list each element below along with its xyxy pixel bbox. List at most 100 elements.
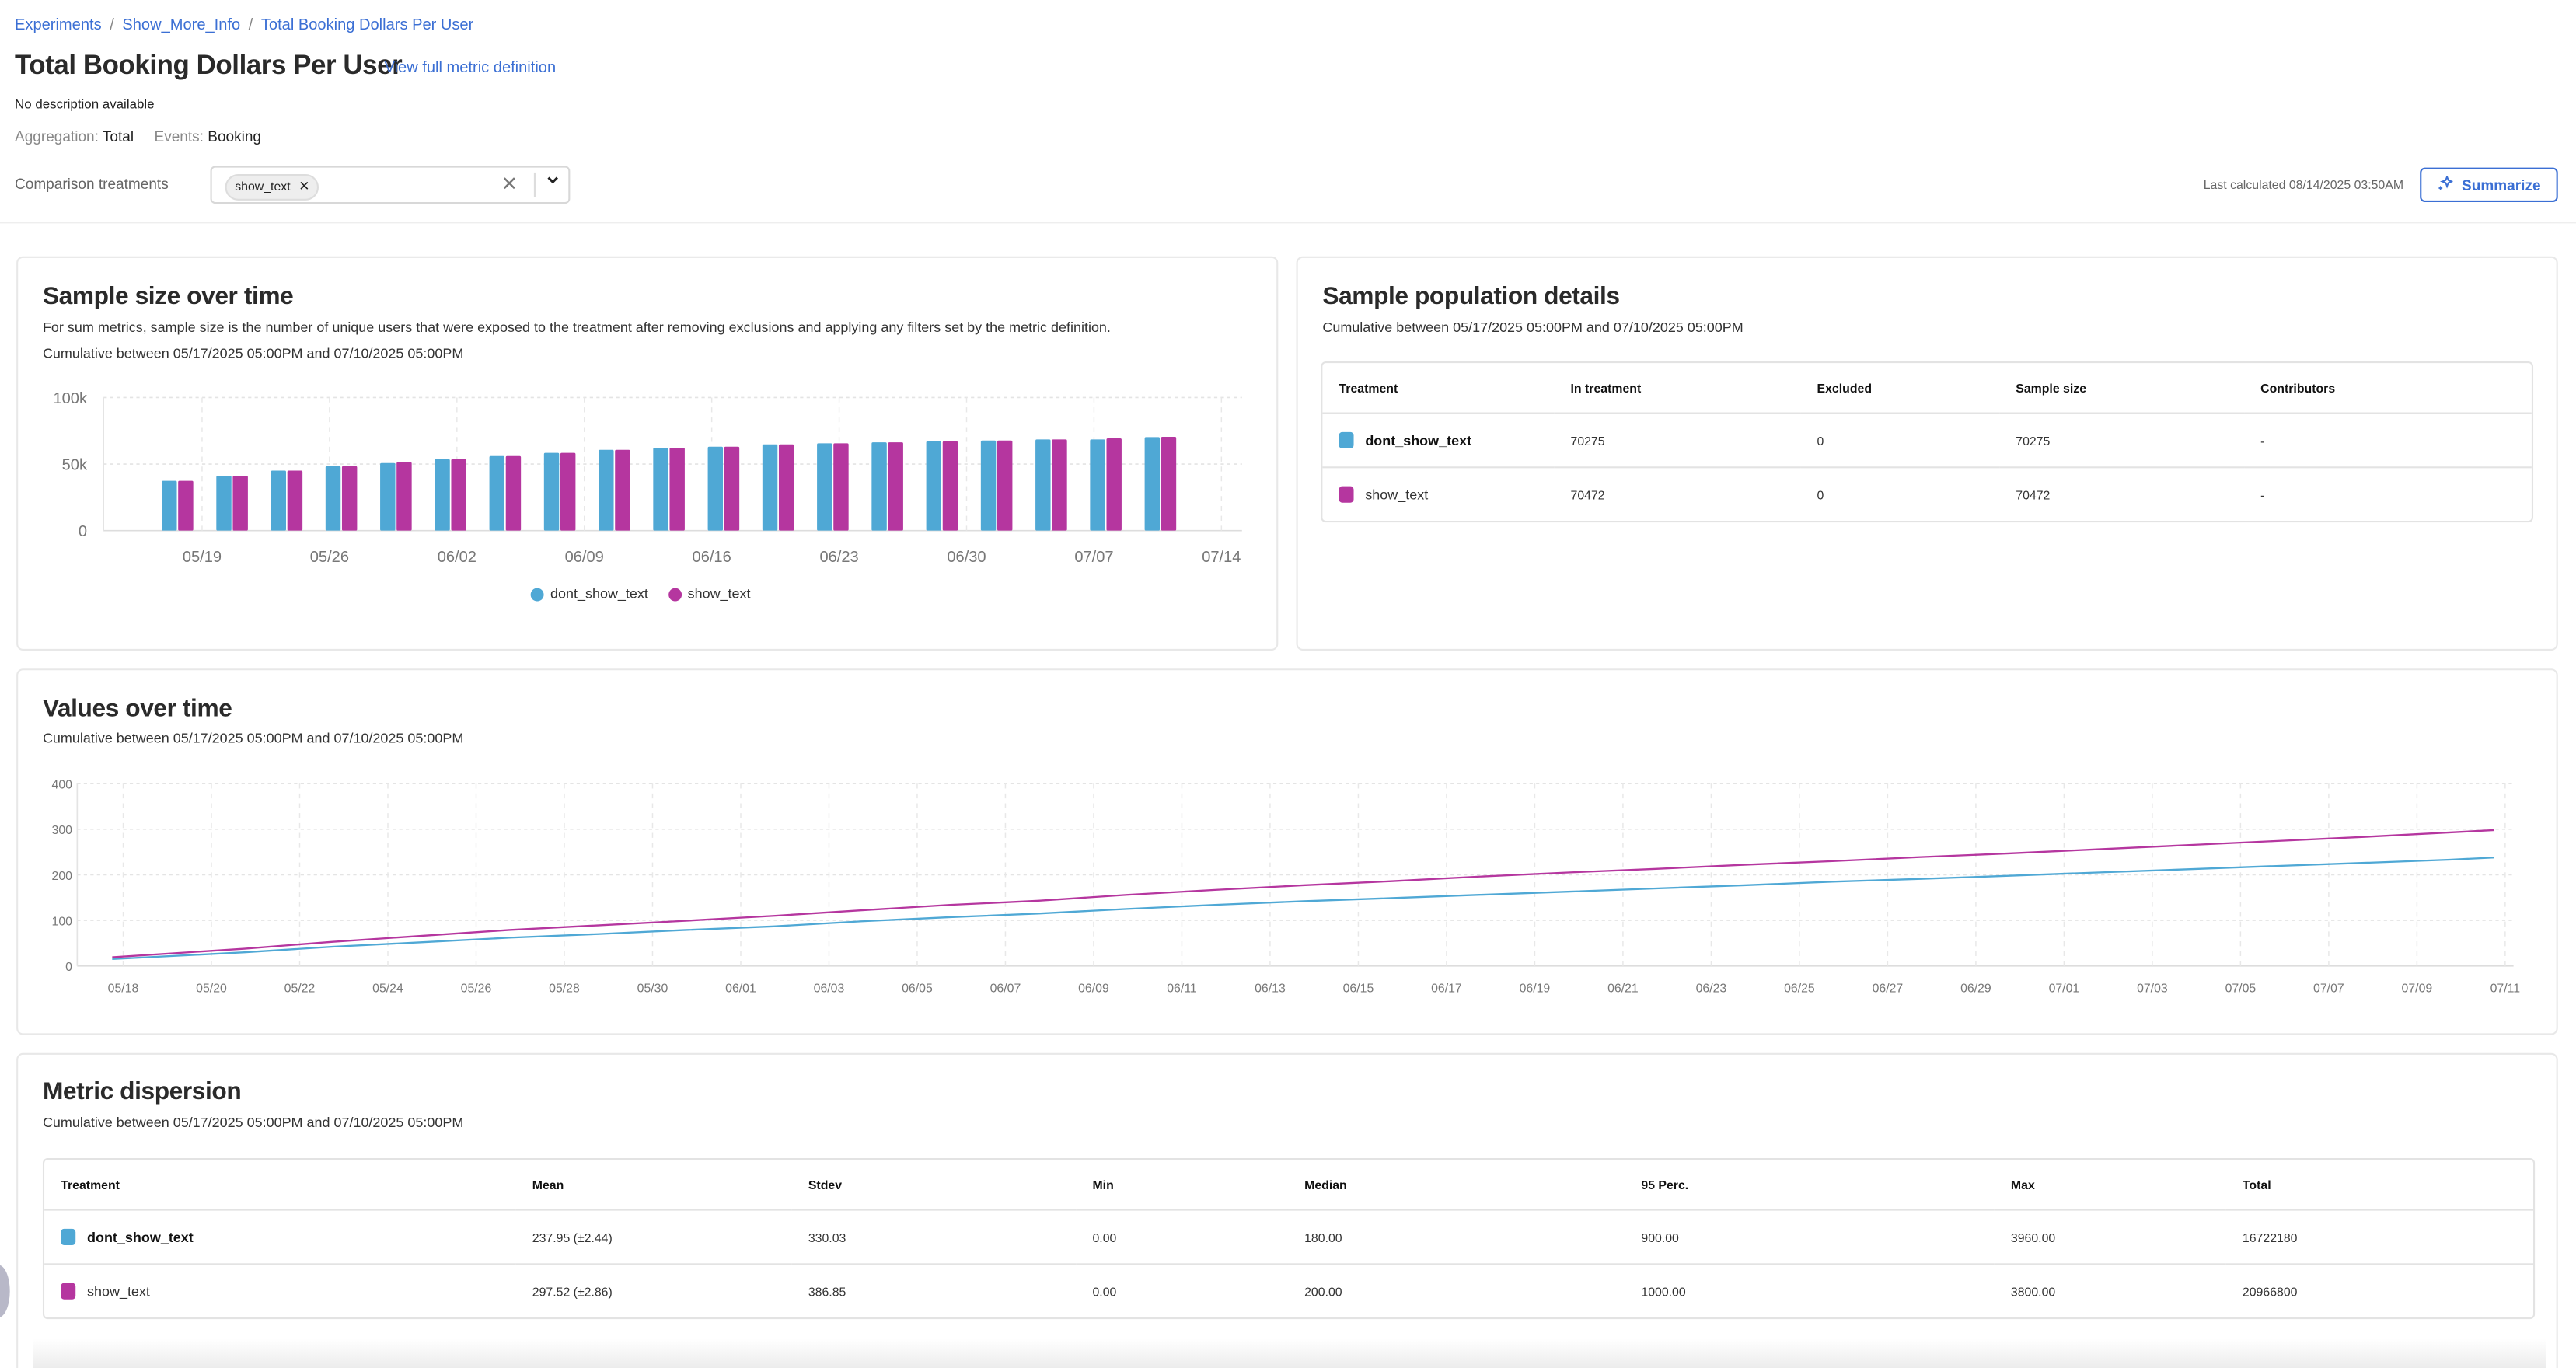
chart-legend: dont_show_text show_text [530,585,751,602]
median: 180.00 [1287,1209,1625,1265]
chevron-down-icon[interactable] [546,173,560,192]
population-card: Sample population details Cumulative bet… [1296,256,2558,651]
divider [0,222,2576,224]
min: 0.00 [1092,1283,1117,1299]
breadcrumb-metric[interactable]: Total Booking Dollars Per User [260,16,474,35]
bottom-shadow [33,1338,2546,1368]
population-table: Treatment In treatment Excluded Sample s… [1321,361,2534,523]
legend-dot [668,588,682,602]
card-title: Sample size over time [42,282,294,311]
legend-label: dont_show_text [550,585,648,602]
chip-label: show_text [235,179,291,194]
col-total: Total [2225,1160,2534,1211]
legend-item-show-text[interactable]: show_text [668,585,751,602]
color-swatch [61,1282,76,1300]
card-range: Cumulative between 05/17/2025 05:00PM an… [1322,319,1744,336]
col-stdev: Stdev [791,1160,1077,1211]
p95: 900.00 [1625,1209,1995,1265]
min: 0.00 [1076,1209,1288,1265]
card-range: Cumulative between 05/17/2025 05:00PM an… [42,729,464,746]
card-range: Cumulative between 05/17/2025 05:00PM an… [42,344,464,361]
breadcrumb: Experiments / Show_More_Info / Total Boo… [15,16,473,34]
col-in-treatment: In treatment [1554,363,1801,414]
table-header: Treatment Mean Stdev Min Median 95 Perc.… [44,1160,2534,1211]
contributors: - [2260,487,2265,502]
close-icon[interactable]: ✕ [298,179,310,194]
col-mean: Mean [515,1160,792,1211]
legend-label: show_text [687,585,751,602]
table-row: dont_show_text 237.95 (±2.44) 330.03 0.0… [44,1209,2534,1265]
table-row: show_text 297.52 (±2.86) 386.85 0.00 200… [44,1264,2533,1317]
col-treatment: Treatment [1322,363,1555,414]
col-median: Median [1287,1160,1625,1211]
median: 200.00 [1304,1283,1342,1299]
mean: 297.52 (±2.86) [532,1283,613,1299]
side-panel-handle[interactable] [0,1265,10,1318]
events-value: Booking [208,127,262,145]
max: 3800.00 [2010,1283,2056,1299]
breadcrumb-experiments[interactable]: Experiments [15,16,102,35]
comparison-treatments-select[interactable]: show_text ✕ ✕ [210,166,571,204]
sample-size-card: Sample size over time For sum metrics, s… [16,256,1279,651]
color-swatch [1339,431,1354,448]
sample-size: 70472 [2016,487,2051,502]
in-treatment: 70472 [1570,487,1605,502]
sparkle-icon [2437,173,2456,194]
table-row: show_text 70472 0 70472 - [1322,467,2532,521]
breadcrumb-experiment[interactable]: Show_More_Info [122,16,241,35]
values-card: Values over time Cumulative between 05/1… [16,668,2558,1035]
max: 3960.00 [1994,1209,2226,1265]
aggregation-value: Total [102,127,134,145]
total: 20966800 [2242,1283,2298,1299]
card-title: Sample population details [1322,282,1620,311]
col-contributors: Contributors [2244,363,2532,414]
legend-item-dont-show-text[interactable]: dont_show_text [530,585,648,602]
page-title: Total Booking Dollars Per User [15,51,403,81]
sample-size: 70275 [1999,413,2245,469]
treatment-name: dont_show_text [87,1228,194,1246]
color-swatch [1339,486,1354,503]
metric-meta: Aggregation: Total Events: Booking [15,128,261,145]
stdev: 386.85 [808,1283,846,1299]
col-treatment: Treatment [44,1160,516,1211]
table-row: dont_show_text 70275 0 70275 - [1322,413,2532,469]
treatment-name: dont_show_text [1365,431,1472,448]
legend-dot [530,588,544,602]
summarize-label: Summarize [2462,176,2541,194]
card-title: Metric dispersion [42,1077,242,1106]
card-title: Values over time [42,695,232,723]
treatment-chip: show_text ✕ [225,174,320,201]
excluded: 0 [1817,487,1824,502]
col-sample-size: Sample size [1999,363,2245,414]
contributors: - [2244,413,2532,469]
card-note: For sum metrics, sample size is the numb… [42,319,1111,336]
breadcrumb-separator: / [248,16,253,35]
stdev: 330.03 [791,1209,1077,1265]
summarize-button[interactable]: Summarize [2420,167,2558,202]
table-header: Treatment In treatment Excluded Sample s… [1322,363,2532,414]
view-definition-link[interactable]: View full metric definition [384,59,557,78]
col-min: Min [1076,1160,1288,1211]
select-divider [533,172,536,197]
aggregation-label: Aggregation: [15,127,99,145]
total: 16722180 [2225,1209,2534,1265]
in-treatment: 70275 [1554,413,1801,469]
metric-description: No description available [15,96,155,112]
card-range: Cumulative between 05/17/2025 05:00PM an… [42,1113,464,1131]
col-max: Max [1994,1160,2226,1211]
last-calculated: Last calculated 08/14/2025 03:50AM [2203,177,2404,193]
clear-icon[interactable]: ✕ [501,172,518,196]
excluded: 0 [1800,413,2000,469]
p95: 1000.00 [1641,1283,1686,1299]
treatment-name: show_text [1365,486,1429,503]
dispersion-table: Treatment Mean Stdev Min Median 95 Perc.… [42,1158,2536,1320]
col-p95: 95 Perc. [1625,1160,1995,1211]
comparison-label: Comparison treatments [15,176,169,193]
color-swatch [61,1228,76,1246]
breadcrumb-separator: / [110,16,114,35]
mean: 237.95 (±2.44) [515,1209,792,1265]
dispersion-card: Metric dispersion Cumulative between 05/… [16,1052,2558,1368]
treatment-name: show_text [87,1282,150,1300]
col-excluded: Excluded [1800,363,2000,414]
